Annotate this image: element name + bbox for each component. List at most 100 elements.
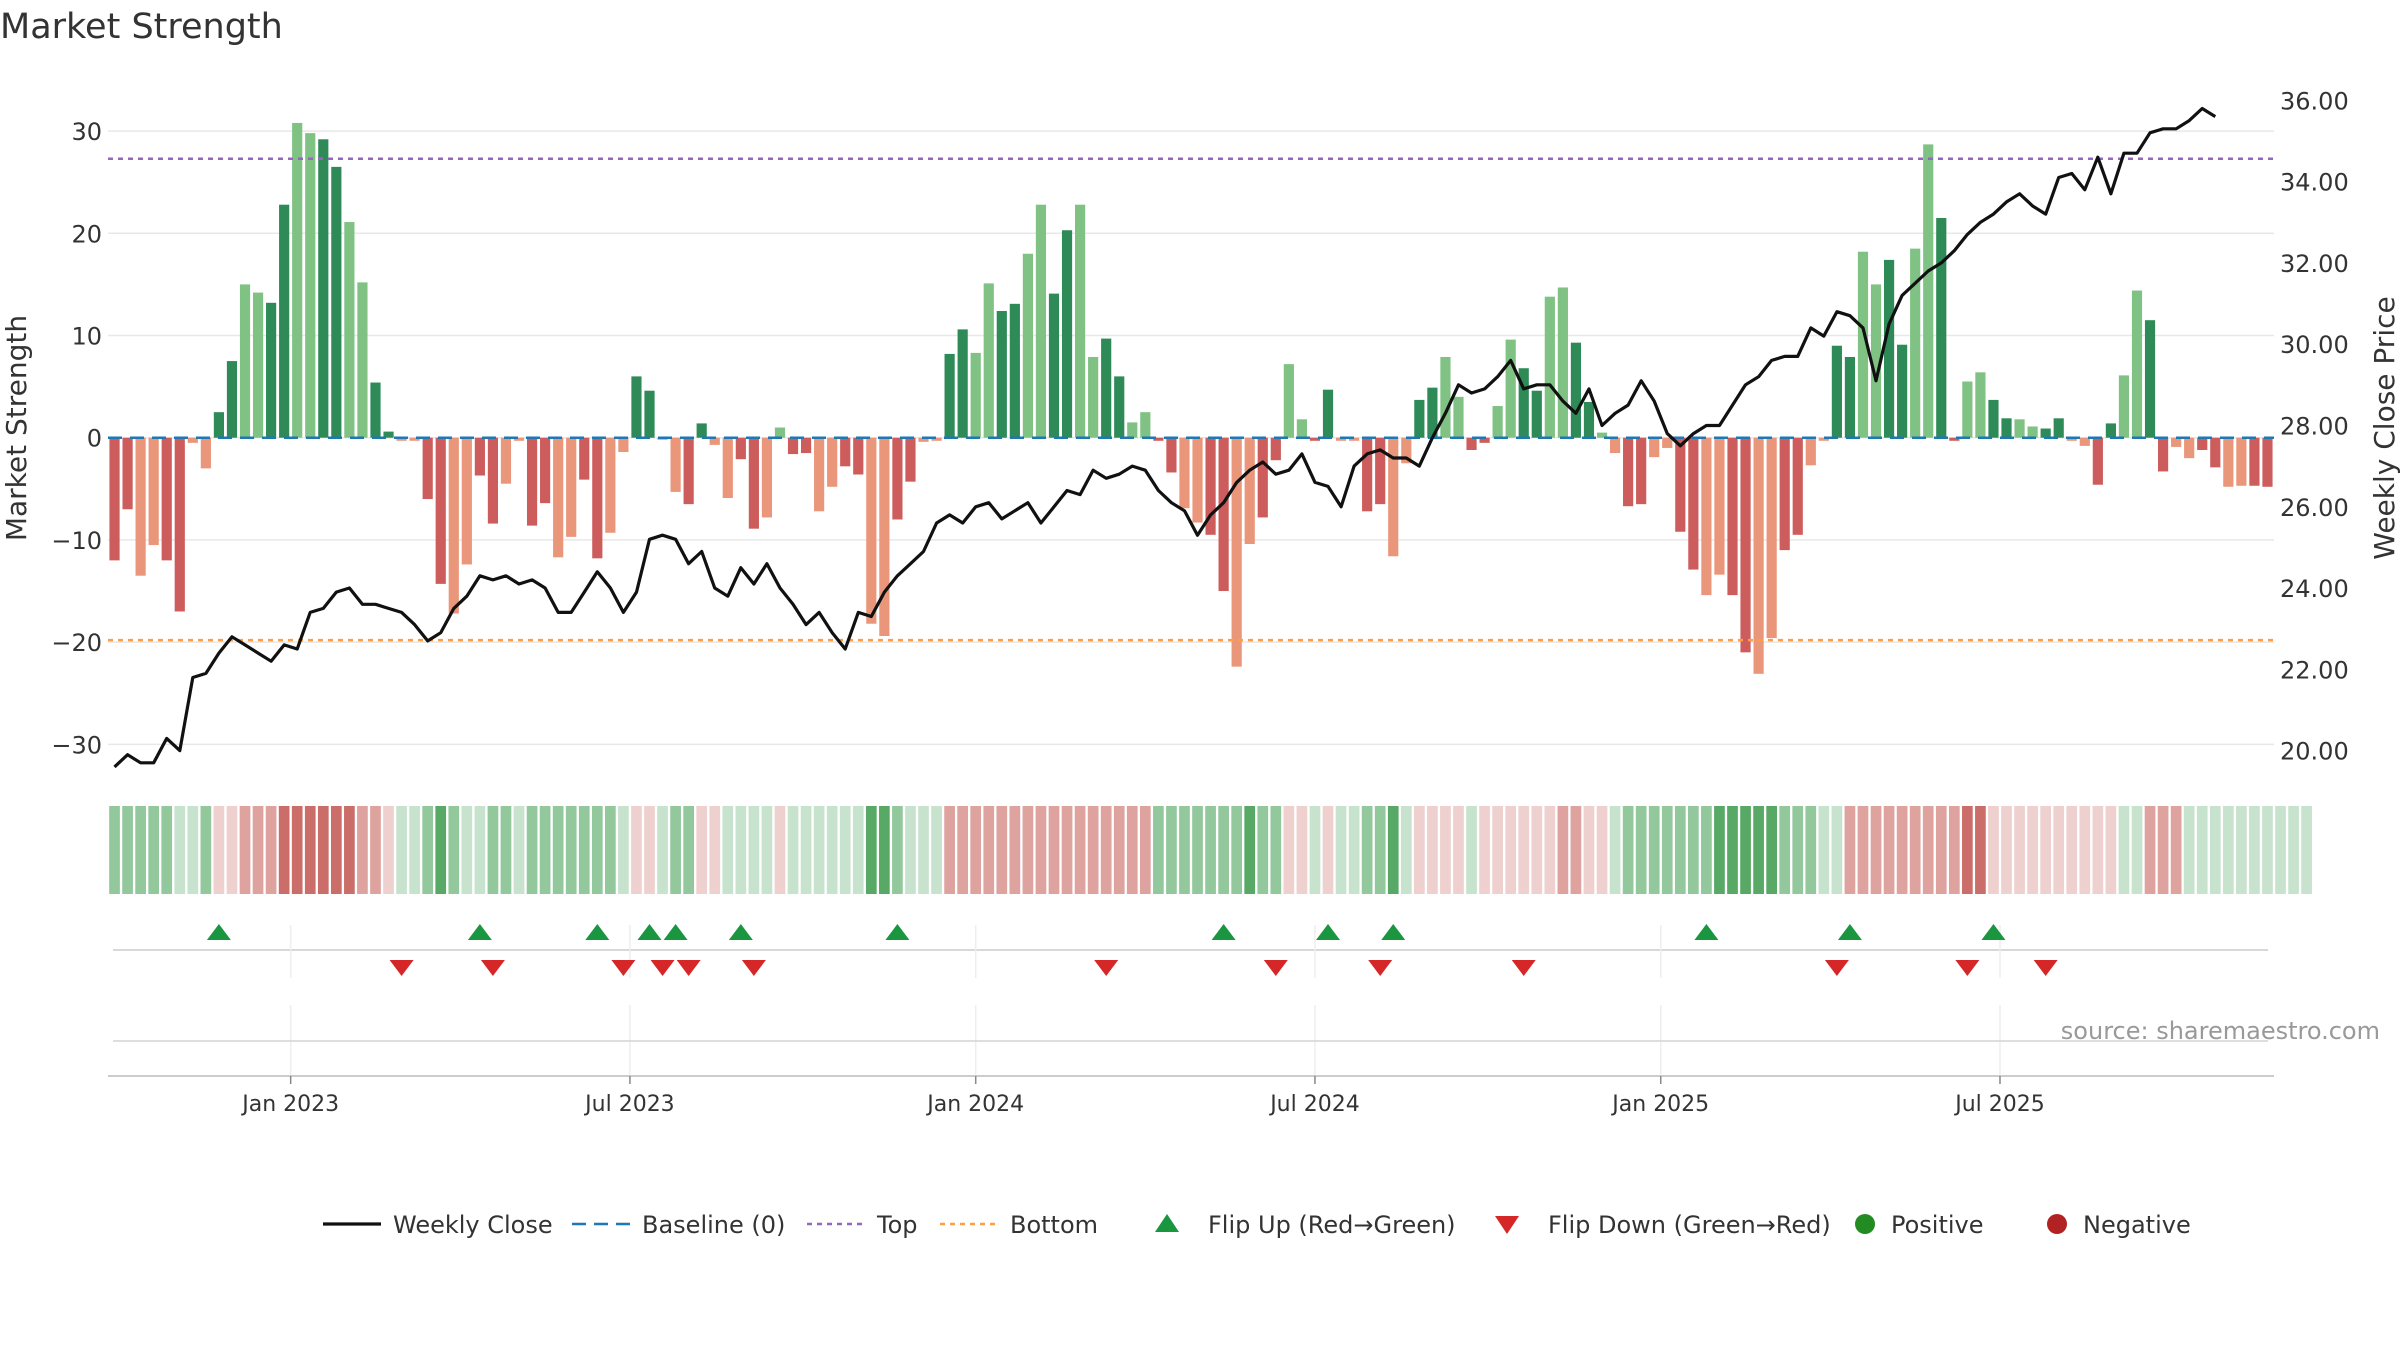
- y-tick-label: 20: [71, 220, 102, 248]
- negative-bar: [1153, 437, 1164, 441]
- positive-bar: [1844, 356, 1856, 438]
- flip-up-marker: [1381, 924, 1406, 940]
- negative-bar: [2171, 437, 2182, 447]
- legend-flip-down-swatch: [1495, 1216, 1519, 1234]
- negative-bar: [2092, 437, 2103, 485]
- heat-cell: [409, 806, 420, 894]
- negative-bar: [761, 437, 773, 518]
- heat-cell: [1009, 806, 1021, 894]
- heat-cell: [1688, 806, 1699, 894]
- flip-down-marker: [1263, 960, 1288, 976]
- negative-bar: [1714, 437, 1725, 575]
- heat-cell: [1048, 806, 1060, 894]
- negative-bar: [566, 437, 577, 537]
- negative-bar: [2249, 437, 2260, 486]
- positive-bar: [1883, 259, 1895, 438]
- flip-up-marker: [728, 924, 753, 940]
- heat-cell: [1387, 806, 1399, 894]
- heat-cell: [605, 806, 616, 894]
- heat-cell: [1348, 806, 1360, 894]
- heat-cell: [761, 806, 773, 894]
- negative-bar: [800, 437, 812, 454]
- heat-cell: [1113, 806, 1125, 894]
- heat-cell: [2092, 806, 2104, 894]
- heat-cell: [1844, 806, 1856, 894]
- heat-cell: [1792, 806, 1804, 894]
- negative-bar: [1740, 437, 1751, 653]
- heat-cell: [1374, 806, 1386, 894]
- heat-cell: [1479, 806, 1490, 894]
- positive-bar: [2105, 423, 2116, 438]
- heat-cell: [1740, 806, 1751, 894]
- heat-cell: [1596, 806, 1608, 894]
- heat-cell: [2183, 806, 2195, 894]
- legend-negative-swatch: [2047, 1214, 2067, 1234]
- heat-cell: [1505, 806, 1517, 894]
- negative-bar: [1192, 437, 1203, 523]
- heat-cell: [631, 806, 642, 894]
- strength-heat-strip: [109, 806, 2312, 894]
- positive-bar: [644, 390, 655, 438]
- positive-bar: [2001, 418, 2012, 438]
- heat-cell: [1244, 806, 1256, 894]
- y-axis-ticks: 30 20 10 0 −10 −20 −30: [51, 118, 102, 759]
- negative-bar: [892, 437, 903, 520]
- heat-cell: [252, 806, 264, 894]
- heat-cell: [1035, 806, 1047, 894]
- heat-cell: [2275, 806, 2286, 894]
- negative-bar: [526, 437, 538, 526]
- positive-bar: [957, 329, 968, 438]
- heat-cell: [852, 806, 864, 894]
- negative-bar: [618, 437, 629, 453]
- heat-cell: [1022, 806, 1034, 894]
- heat-cell: [1205, 806, 1216, 894]
- heat-cell: [1322, 806, 1334, 894]
- flip-down-marker: [1511, 960, 1536, 976]
- heat-cell: [957, 806, 969, 894]
- positive-bar: [1596, 432, 1608, 438]
- heat-cell: [1975, 806, 1986, 894]
- heat-cell: [1909, 806, 1921, 894]
- heat-cell: [1805, 806, 1817, 894]
- negative-bar: [2223, 437, 2234, 487]
- heat-cell: [1440, 806, 1451, 894]
- heat-cell: [278, 806, 290, 894]
- legend-label: Flip Up (Red→Green): [1208, 1211, 1456, 1239]
- heat-cell: [1179, 806, 1190, 894]
- negative-bar: [853, 437, 864, 475]
- positive-bar: [305, 133, 316, 438]
- heat-cell: [1635, 806, 1647, 894]
- positive-bar: [1518, 368, 1529, 438]
- y2-axis-ticks: 36.00 34.00 32.00 30.00 28.00 26.00 24.00 22.00…: [2280, 87, 2349, 765]
- legend-label: Negative: [2083, 1211, 2191, 1239]
- heat-cell: [918, 806, 929, 894]
- heat-cell: [174, 806, 186, 894]
- heat-cell: [970, 806, 982, 894]
- legend: Weekly Close Baseline (0) Top Bottom Flip Up…: [323, 1211, 2191, 1239]
- heat-cell: [1074, 806, 1086, 894]
- heat-cell: [983, 806, 995, 894]
- heat-cell: [2157, 806, 2169, 894]
- heat-cell: [370, 806, 381, 894]
- positive-bar: [1492, 406, 1503, 438]
- flip-up-marker: [637, 924, 662, 940]
- negative-bar: [135, 437, 146, 576]
- heat-cell: [1988, 806, 1999, 894]
- negative-bar: [1727, 437, 1738, 596]
- negative-bar: [2158, 437, 2169, 472]
- heat-cell: [239, 806, 251, 894]
- reference-lines: [108, 157, 2274, 642]
- heat-cell: [1296, 806, 1308, 894]
- negative-bar: [814, 437, 825, 512]
- positive-bar: [1427, 387, 1438, 438]
- flip-up-marker: [663, 924, 688, 940]
- negative-bar: [1649, 437, 1660, 458]
- negative-bar: [148, 437, 159, 546]
- negative-bar: [200, 437, 211, 469]
- negative-bar: [2066, 437, 2077, 441]
- positive-bar: [1988, 399, 1999, 438]
- positive-bar: [1910, 248, 1921, 438]
- positive-bar: [1453, 396, 1464, 438]
- flip-up-marker: [885, 924, 910, 940]
- flip-up-marker: [1981, 924, 2006, 940]
